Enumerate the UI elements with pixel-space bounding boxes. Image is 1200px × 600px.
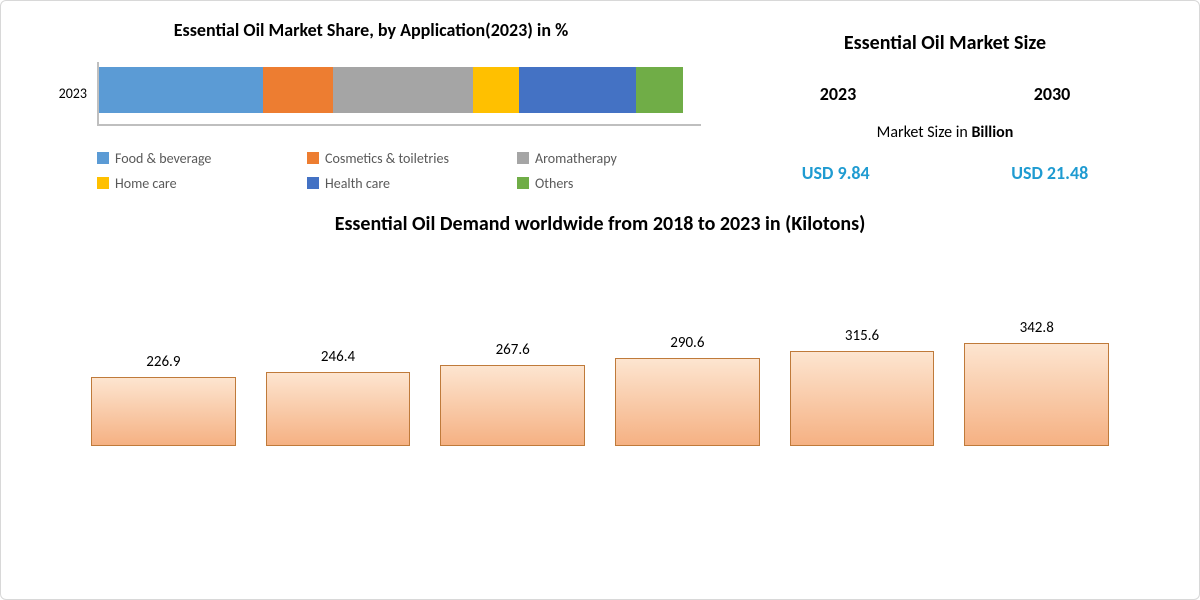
share-chart-legend: Food & beverage Cosmetics & toiletries Aro… <box>97 150 701 192</box>
legend-label-3: Home care <box>115 175 177 192</box>
legend-label-5: Others <box>535 175 573 192</box>
demand-bar-4 <box>790 351 935 446</box>
demand-value-label-5: 342.8 <box>1020 319 1054 337</box>
size-subtitle-bold: Billion <box>971 123 1013 142</box>
demand-chart-title: Essential Oil Demand worldwide from 2018… <box>61 212 1139 236</box>
demand-value-label-0: 226.9 <box>146 353 180 371</box>
demand-col-1: 246.4 <box>266 348 411 446</box>
size-subtitle-prefix: Market Size in <box>877 123 972 142</box>
demand-panel: Essential Oil Demand worldwide from 2018… <box>1 202 1199 446</box>
legend-item-4: Health care <box>307 175 507 192</box>
legend-item-2: Aromatherapy <box>517 150 717 167</box>
demand-value-label-4: 315.6 <box>845 327 879 345</box>
legend-swatch-5 <box>517 177 529 189</box>
market-share-panel: Essential Oil Market Share, by Applicati… <box>1 1 721 202</box>
stacked-bar-ylabel: 2023 <box>41 85 87 102</box>
legend-item-3: Home care <box>97 175 297 192</box>
demand-bar-5 <box>964 343 1109 446</box>
legend-swatch-0 <box>97 152 109 164</box>
stacked-bar-container: 2023 <box>41 62 701 126</box>
size-subtitle: Market Size in Billion <box>731 123 1159 142</box>
share-chart-title: Essential Oil Market Share, by Applicati… <box>41 19 701 42</box>
size-value-1: USD 21.48 <box>1011 162 1088 184</box>
stacked-segment-1 <box>263 67 333 113</box>
size-years-row: 2023 2030 <box>731 83 1159 105</box>
size-year-0: 2023 <box>820 83 857 105</box>
stacked-segment-3 <box>473 67 520 113</box>
legend-swatch-2 <box>517 152 529 164</box>
legend-item-1: Cosmetics & toiletries <box>307 150 507 167</box>
legend-item-5: Others <box>517 175 717 192</box>
stacked-segment-5 <box>636 67 683 113</box>
stacked-bar <box>99 67 683 113</box>
size-values-row: USD 9.84 USD 21.48 <box>731 162 1159 184</box>
size-panel-title: Essential Oil Market Size <box>731 31 1159 55</box>
demand-bar-1 <box>266 372 411 446</box>
legend-item-0: Food & beverage <box>97 150 297 167</box>
stacked-segment-4 <box>519 67 636 113</box>
demand-value-label-1: 246.4 <box>321 348 355 366</box>
demand-value-label-3: 290.6 <box>670 334 704 352</box>
stacked-bar-frame <box>97 62 701 126</box>
legend-label-4: Health care <box>325 175 390 192</box>
legend-label-1: Cosmetics & toiletries <box>325 150 449 167</box>
demand-value-label-2: 267.6 <box>496 341 530 359</box>
market-size-panel: Essential Oil Market Size 2023 2030 Mark… <box>721 1 1199 202</box>
demand-bar-2 <box>440 365 585 445</box>
demand-bar-chart: 226.9 246.4 267.6 290.6 315.6 342.8 <box>61 266 1139 446</box>
demand-col-0: 226.9 <box>91 353 236 445</box>
demand-col-5: 342.8 <box>964 319 1109 446</box>
size-year-1: 2030 <box>1034 83 1071 105</box>
legend-swatch-3 <box>97 177 109 189</box>
demand-col-2: 267.6 <box>440 341 585 445</box>
legend-swatch-1 <box>307 152 319 164</box>
demand-bar-3 <box>615 358 760 445</box>
legend-swatch-4 <box>307 177 319 189</box>
stacked-segment-2 <box>333 67 473 113</box>
legend-label-0: Food & beverage <box>115 150 211 167</box>
demand-bar-0 <box>91 377 236 445</box>
size-value-0: USD 9.84 <box>802 162 870 184</box>
demand-col-4: 315.6 <box>790 327 935 446</box>
legend-label-2: Aromatherapy <box>535 150 617 167</box>
stacked-segment-0 <box>99 67 263 113</box>
demand-col-3: 290.6 <box>615 334 760 445</box>
